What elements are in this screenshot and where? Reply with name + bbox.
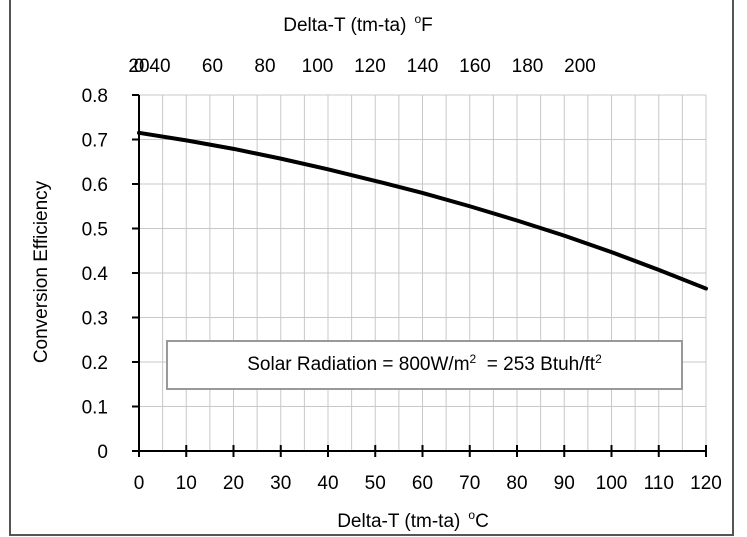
x2-tick-label: 40 [149,56,170,77]
x2-tick-label: 100 [302,56,334,77]
y-tick-label: 0.3 [82,309,108,330]
x-tick-label: 0 [134,473,145,494]
x2-tick-label: 160 [459,56,491,77]
x-tick-label: 20 [223,473,244,494]
x-tick-label: 50 [365,473,386,494]
x-tick-label: 70 [459,473,480,494]
x2-tick-label: 20 [128,56,149,77]
annotation-box: Solar Radiation = 800W/m2 = 253 Btuh/ft2 [166,340,683,390]
x2-axis-title: Delta-T (tm-ta) oF [283,12,432,36]
x-tick-label: 110 [644,473,674,494]
x2-tick-label: 80 [254,56,275,77]
series-layer [137,130,708,291]
x2-tick-label: 140 [407,56,439,77]
y-tick-label: 0.8 [82,86,108,107]
y-tick-label: 0 [97,442,108,463]
x-axis-title: Delta-T (tm-ta) oC [337,508,489,532]
axes [132,94,707,457]
y-tick-label: 0.1 [82,398,108,419]
x-tick-label: 30 [270,473,291,494]
x2-tick-label: 120 [354,56,386,77]
y-tick-label: 0.5 [82,220,108,241]
x2-tick-label: 200 [564,56,596,77]
y-axis-title: Conversion Efficiency [31,180,52,363]
annotation-text: Solar Radiation = 800W/m2 = 253 Btuh/ft2 [247,352,602,375]
grid-lines [139,94,707,451]
x-tick-label: 60 [412,473,433,494]
chart-frame [9,0,734,536]
efficiency-series-line [137,130,708,291]
tick-labels: 0 0.1 0.2 0.3 0.4 0.5 0.6 0.7 0.8 0 10 20 30 40 50 60 70… [82,56,722,494]
x2-tick-label: 60 [202,56,223,77]
y-tick-label: 0.4 [82,264,109,285]
x2-tick-label: 180 [512,56,544,77]
y-tick-label: 0.7 [82,131,108,152]
x-tick-label: 100 [596,473,628,494]
x-tick-label: 10 [176,473,197,494]
x-tick-label: 80 [506,473,527,494]
x2-tick-label: 0 [134,56,145,77]
x-tick-label: 90 [554,473,575,494]
y-tick-label: 0.6 [82,175,108,196]
y-tick-label: 0.2 [82,353,108,374]
x-tick-label: 120 [690,473,722,494]
x-tick-label: 40 [317,473,338,494]
